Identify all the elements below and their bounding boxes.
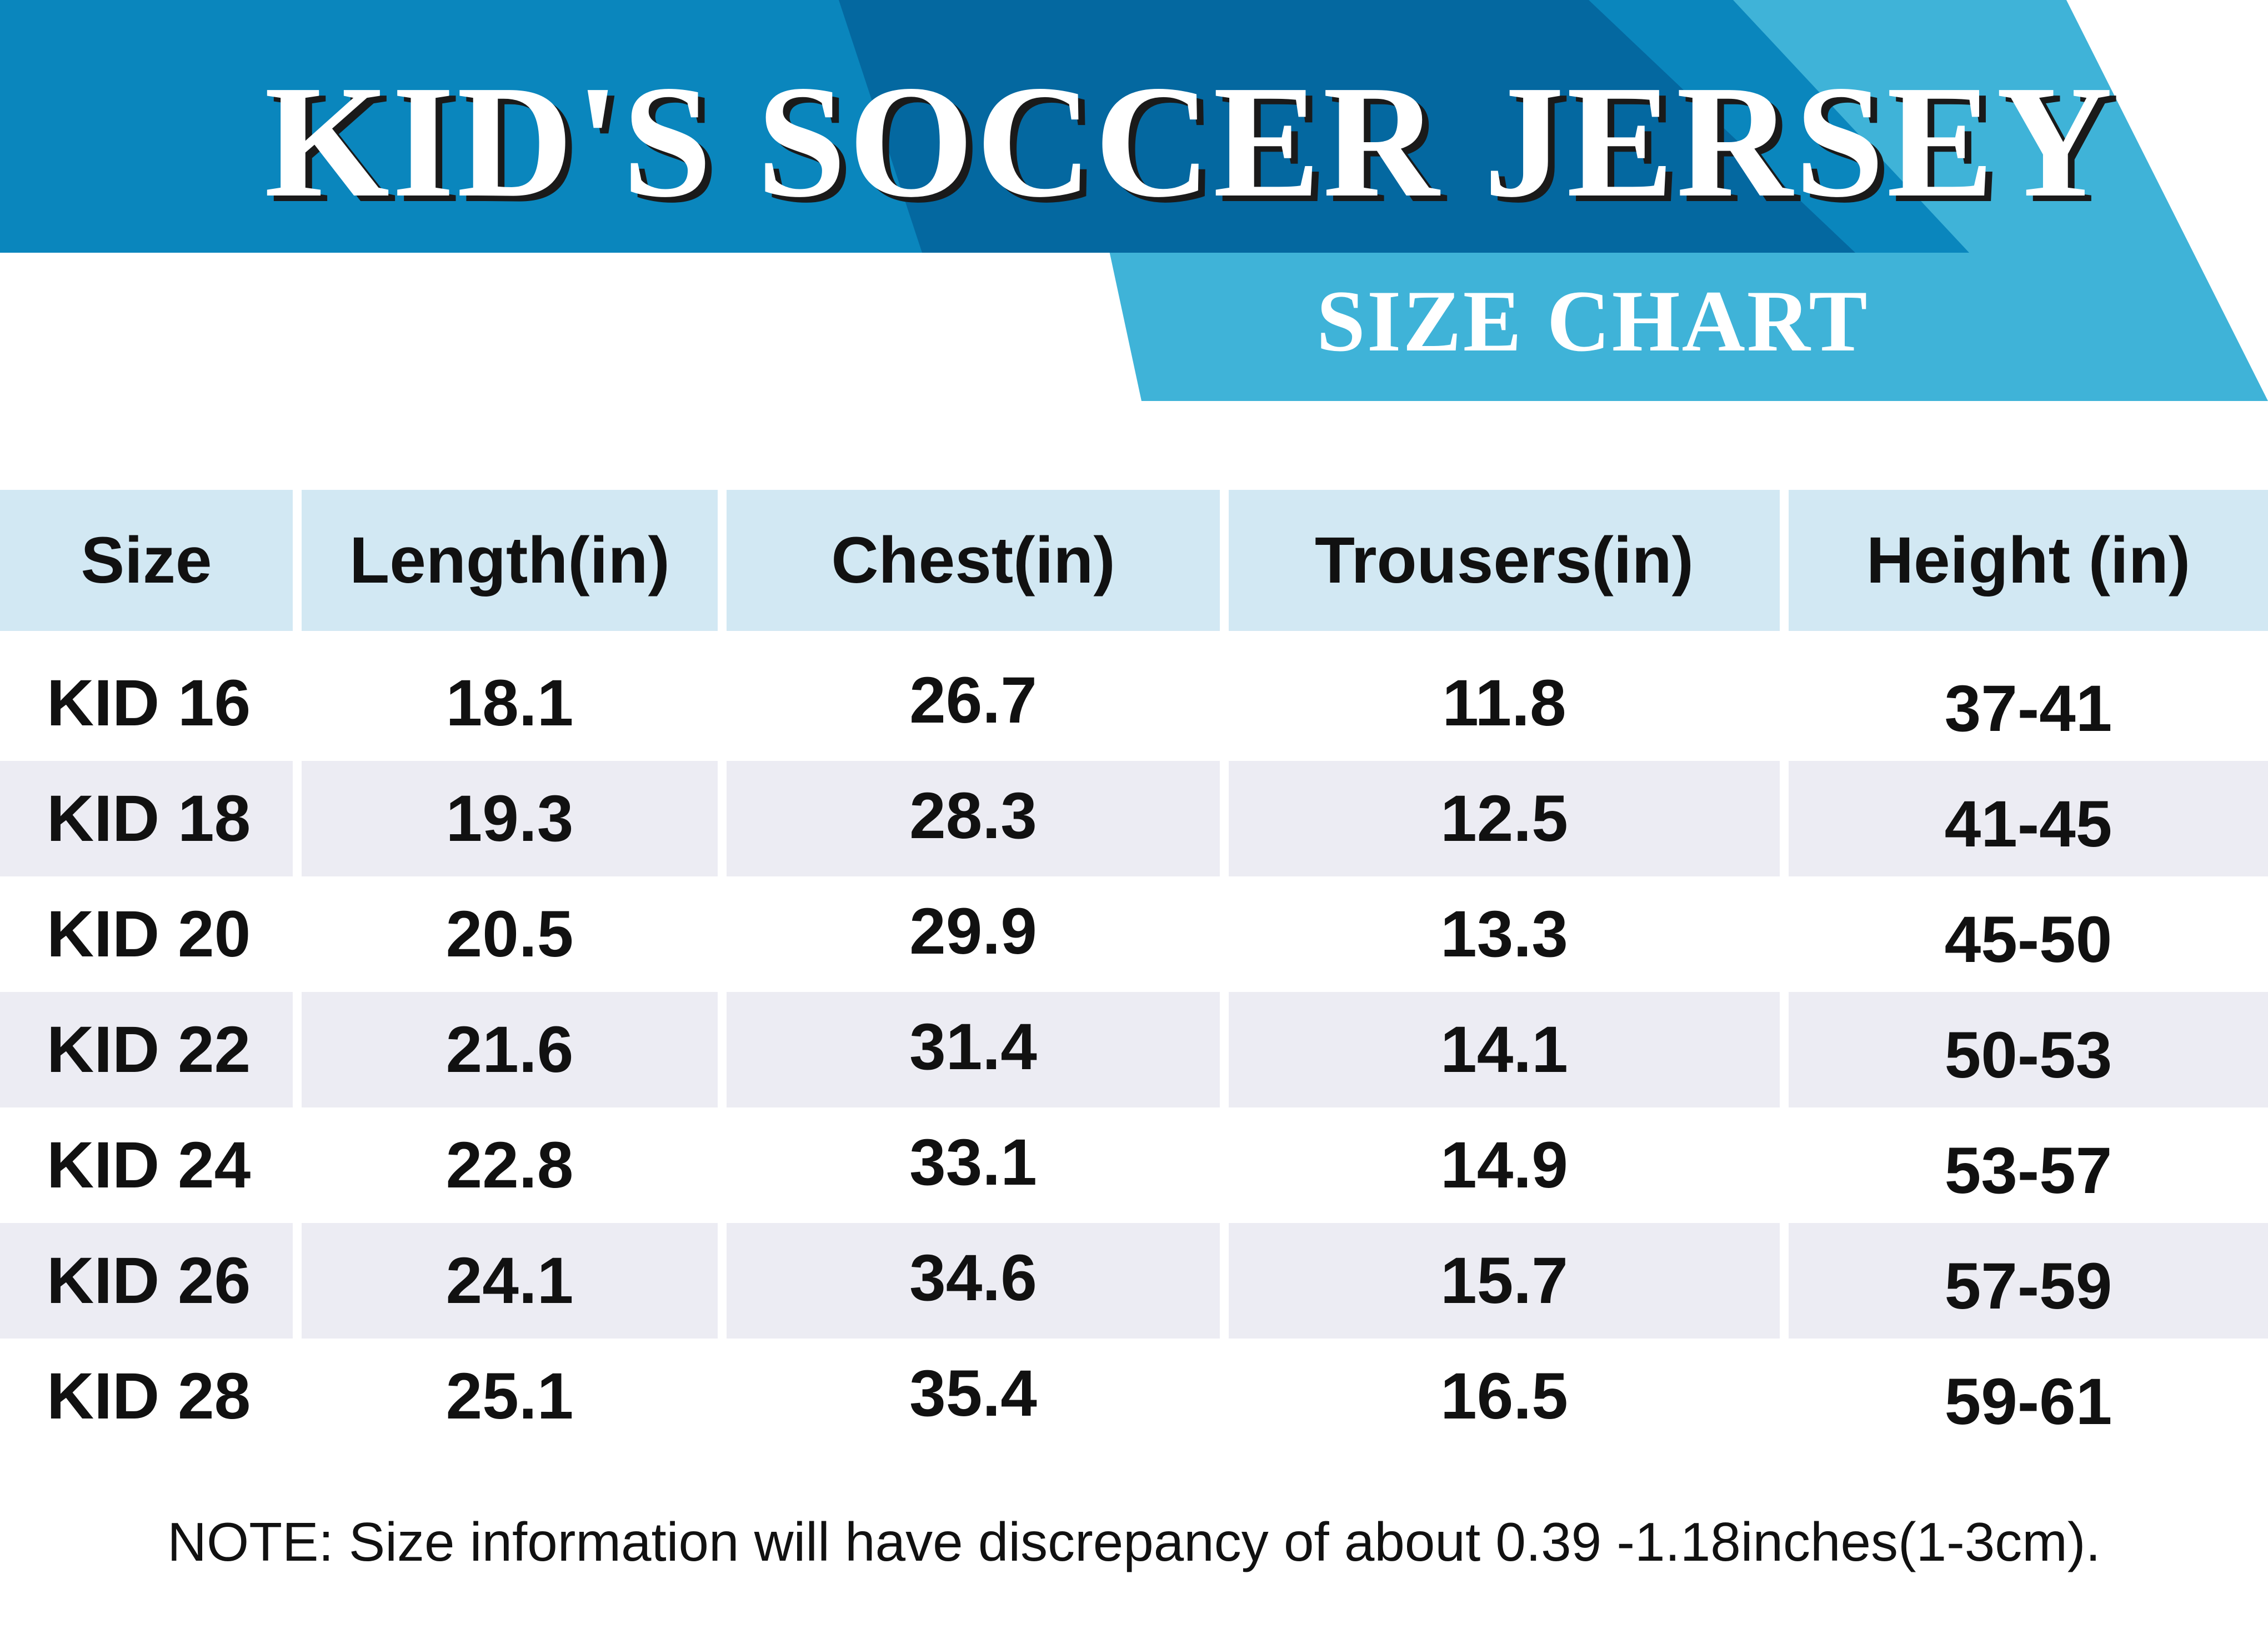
size-cell: KID 16 [47, 666, 251, 740]
page-title: KID'S SOCCER JERSEY [264, 52, 2115, 230]
size-cell: KID 26 [0, 1223, 293, 1339]
size-note: NOTE: Size information will have discrep… [167, 1511, 2101, 1572]
length-cell: 22.8 [445, 1129, 574, 1202]
chest-cell: 31.4 [727, 992, 1220, 1107]
size-cell: KID 22 [0, 992, 293, 1107]
size-cell: KID 20 [47, 898, 251, 971]
page-subtitle: SIZE CHART [1316, 273, 1869, 370]
length-cell: 24.1 [302, 1223, 718, 1339]
column-header-size: Size [0, 490, 293, 631]
trousers-cell: 14.1 [1229, 992, 1780, 1107]
column-header-height: Height (in) [1789, 490, 2268, 631]
length-cell: 25.1 [445, 1360, 574, 1433]
table-row: KID 28 25.1 35.4 16.5 59-61 [0, 1339, 2268, 1454]
chest-cell: 26.7 [909, 664, 1037, 737]
table-row: KID 22 21.6 31.4 14.1 50-53 [0, 992, 2268, 1107]
height-cell: 45-50 [1944, 903, 2112, 976]
table-row: KID 26 24.1 34.6 15.7 57-59 [0, 1223, 2268, 1339]
length-cell: 18.1 [445, 666, 574, 740]
length-cell: 19.3 [302, 761, 718, 876]
size-cell: KID 18 [0, 761, 293, 876]
height-cell: 50-53 [1789, 992, 2268, 1107]
table-row: KID 20 20.5 29.9 13.3 45-50 [0, 876, 2268, 992]
chest-cell: 29.9 [909, 895, 1037, 968]
chest-cell: 28.3 [727, 761, 1220, 876]
size-cell: KID 24 [47, 1129, 251, 1202]
trousers-cell: 15.7 [1229, 1223, 1780, 1339]
length-cell: 21.6 [302, 992, 718, 1107]
chest-cell: 34.6 [727, 1223, 1220, 1339]
length-cell: 20.5 [445, 898, 574, 971]
table-row: KID 16 18.1 26.7 11.8 37-41 [0, 645, 2268, 761]
chest-cell: 35.4 [909, 1357, 1037, 1430]
table-row: KID 24 22.8 33.1 14.9 53-57 [0, 1107, 2268, 1223]
column-header-length: Length(in) [302, 490, 718, 631]
trousers-cell: 14.9 [1440, 1129, 1568, 1202]
height-cell: 53-57 [1944, 1134, 2112, 1207]
size-table: Size Length(in) Chest(in) Trousers(in) H… [0, 490, 2268, 1454]
table-row: KID 18 19.3 28.3 12.5 41-45 [0, 761, 2268, 876]
size-cell: KID 28 [47, 1360, 251, 1433]
height-cell: 59-61 [1944, 1365, 2112, 1438]
header-banner [0, 0, 2268, 401]
column-header-chest: Chest(in) [727, 490, 1220, 631]
trousers-cell: 12.5 [1229, 761, 1780, 876]
trousers-cell: 13.3 [1440, 898, 1568, 971]
height-cell: 57-59 [1789, 1223, 2268, 1339]
trousers-cell: 11.8 [1442, 666, 1566, 740]
chest-cell: 33.1 [909, 1126, 1037, 1199]
column-header-trousers: Trousers(in) [1229, 490, 1780, 631]
table-header-row: Size Length(in) Chest(in) Trousers(in) H… [0, 490, 2268, 631]
banner-dark-band [839, 0, 1855, 253]
height-cell: 37-41 [1944, 672, 2112, 745]
height-cell: 41-45 [1789, 761, 2268, 876]
trousers-cell: 16.5 [1440, 1360, 1568, 1433]
